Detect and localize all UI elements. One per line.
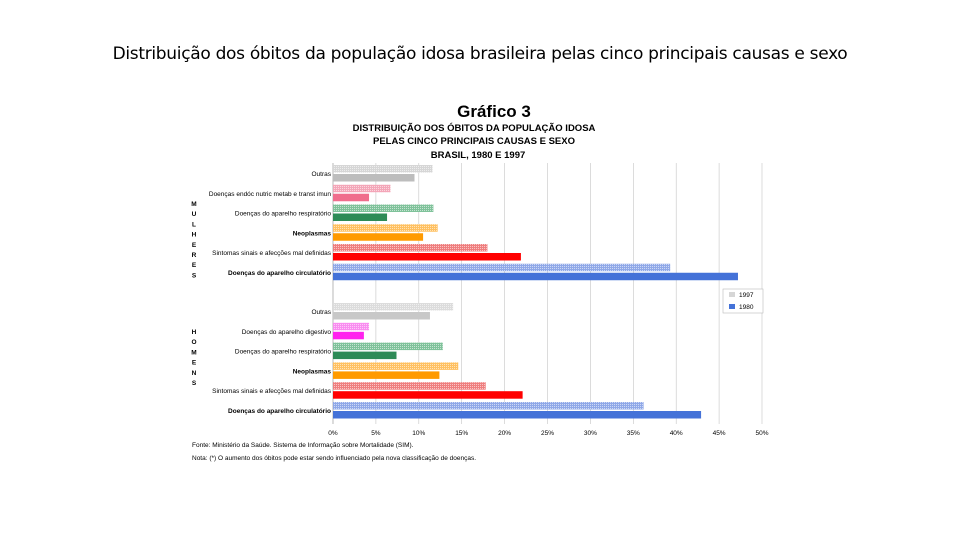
footnote: Nota: (*) O aumento dos óbitos pode esta… [192,455,476,462]
group-label-letter: M [191,349,196,356]
category-labels: Outras Doenças endóc nutric metab e trans… [209,171,332,415]
bar-homens-1980-doencas-do-aparelho-circulatorio [333,411,702,419]
bar-mulheres-1980-outras [333,174,415,182]
category-label: Doenças do aparelho respiratório [235,211,331,218]
legend-label-1997: 1997 [739,292,754,299]
bar-homens-1980-outras [333,312,430,320]
group-label-letter: S [192,272,197,279]
group-label-letter: S [192,380,197,387]
chart-subtitle-line-2: PELAS CINCO PRINCIPAIS CAUSAS E SEXO [373,136,575,147]
category-label: Doenças do aparelho circulatório [228,270,331,277]
bar-texture [333,204,434,212]
bar-texture [333,362,459,370]
category-label: Sintomas sinais e afecções mal definidas [212,250,332,257]
x-tick-label: 30% [584,430,597,437]
category-label: Doenças do aparelho circulatório [228,408,331,415]
category-label: Doenças do aparelho respiratório [235,349,331,356]
bar-texture [333,303,454,311]
chart-subtitle-line-3: BRASIL, 1980 E 1997 [431,150,526,161]
group-label-letter: R [192,252,197,259]
x-tick-label: 10% [412,430,425,437]
legend-swatch-1997 [729,292,735,297]
group-label-letter: L [192,221,196,228]
bar-mulheres-1980-doencas-endoc-nutric-metab-e-transt-imun [333,193,370,202]
bar-homens-1980-sintomas-sinais-e-afeccoes-mal-definidas [333,391,523,399]
x-tick-label: 40% [670,430,683,437]
group-label-letter: E [192,262,197,269]
chart-subtitle-line-1: DISTRIBUIÇÃO DOS ÓBITOS DA POPULAÇÃO IDO… [353,122,596,134]
bar-texture [333,184,391,193]
bar-homens-1980-doencas-do-aparelho-digestivo [333,331,364,340]
bar-mulheres-1980-neoplasmas [333,233,424,241]
category-label: Sintomas sinais e afecções mal definidas [212,388,332,395]
bar-texture [333,263,671,272]
group-label-letter: M [191,201,196,208]
bar-texture [333,382,486,390]
bar-texture [333,322,370,331]
group-label-letter: O [191,339,196,346]
legend: 1997 1980 [722,288,764,314]
x-tick-label: 35% [627,430,640,437]
bar-homens-1980-neoplasmas [333,371,440,379]
group-label-letter: N [192,370,197,377]
x-tick-label: 25% [541,430,554,437]
category-label: Neoplasmas [293,230,332,237]
grid-lines [332,163,763,424]
bars [333,165,738,419]
x-tick-label: 0% [328,430,338,437]
source-note: Fonte: Ministério da Saúde. Sistema de I… [192,442,414,449]
bar-mulheres-1980-sintomas-sinais-e-afeccoes-mal-definidas [333,253,521,261]
category-label: Doenças do aparelho digestivo [242,329,332,336]
bar-mulheres-1980-doencas-do-aparelho-respiratorio [333,213,388,221]
bar-homens-1980-doencas-do-aparelho-respiratorio [333,351,397,360]
category-label: Doenças endóc nutric metab e transt imun [209,191,332,198]
chart-title: Gráfico 3 [457,102,531,121]
category-label: Outras [311,309,331,316]
category-label: Outras [311,171,331,178]
legend-swatch-1980 [729,304,735,309]
x-tick-label: 20% [498,430,511,437]
x-tick-label: 5% [371,430,381,437]
group-label-letter: E [192,360,197,367]
category-label: Neoplasmas [293,368,332,375]
slide-title: Distribuição dos óbitos da população ido… [112,44,848,64]
bar-texture [333,224,438,232]
bar-texture [333,244,488,252]
legend-label-1980: 1980 [739,304,754,311]
x-tick-label: 15% [455,430,468,437]
x-axis-ticks: 0% 5% 10% 15% 20% 25% 30% 35% 40% 45% 50% [328,430,768,437]
x-tick-label: 45% [713,430,726,437]
bar-texture [333,165,433,173]
group-label-letter: H [192,329,197,336]
bar-mulheres-1980-doencas-do-aparelho-circulatorio [333,272,738,281]
group-label-letter: H [192,232,197,239]
bar-texture [333,342,443,351]
bar-texture [333,402,644,410]
group-label-letter: E [192,242,197,249]
x-tick-label: 50% [755,430,768,437]
group-label-letter: U [192,211,197,218]
